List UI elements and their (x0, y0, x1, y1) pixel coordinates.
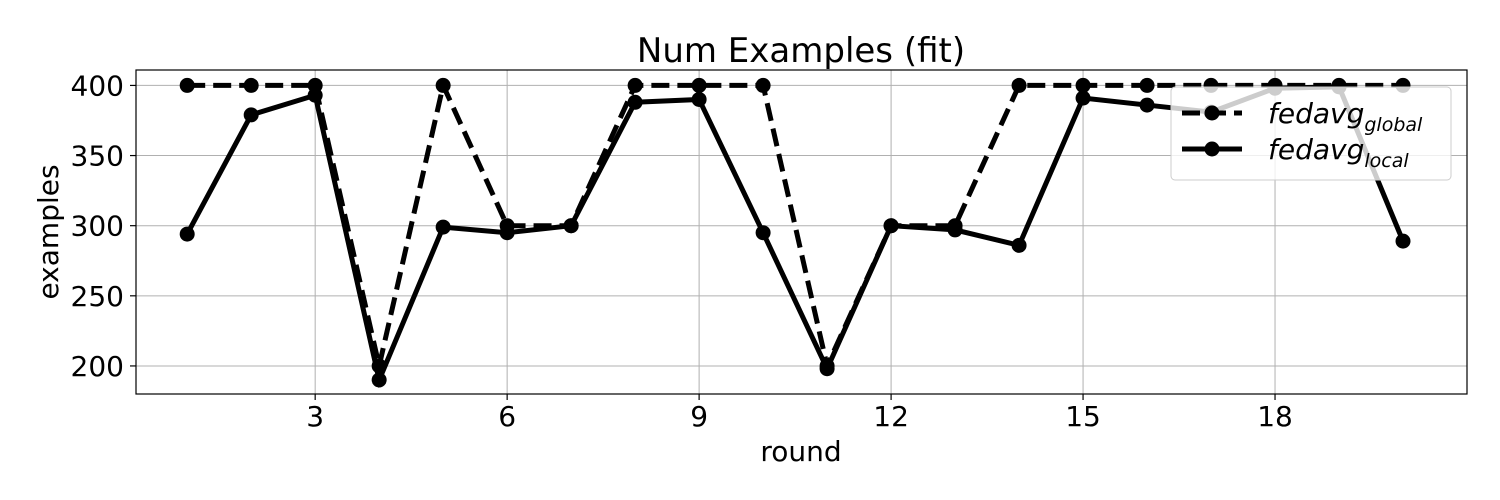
data-point (499, 225, 515, 241)
data-point (1075, 77, 1091, 93)
data-point (627, 77, 643, 93)
legend-entry-local: fedavglocal (1182, 133, 1409, 172)
legend-entry-global: fedavgglobal (1182, 97, 1423, 136)
y-tick-label: 200 (71, 350, 124, 383)
y-axis-ticks: 200 250 300 350 400 (71, 69, 136, 383)
data-point (179, 226, 195, 242)
data-point (1139, 77, 1155, 93)
data-point (563, 218, 579, 234)
data-point (243, 107, 259, 123)
chart-title: Num Examples (fit) (637, 31, 965, 71)
data-point (819, 361, 835, 377)
data-point (755, 77, 771, 93)
data-point (435, 219, 451, 235)
x-tick-label: 9 (690, 400, 708, 433)
data-point (1075, 90, 1091, 106)
y-tick-label: 250 (71, 280, 124, 313)
legend-label: fedavglocal (1268, 133, 1409, 172)
y-axis-label: examples (32, 164, 65, 299)
data-point (755, 225, 771, 241)
data-point (691, 91, 707, 107)
data-point (243, 77, 259, 93)
legend-box (1170, 86, 1452, 181)
legend-marker (1204, 105, 1220, 121)
legend-marker (1204, 141, 1220, 157)
data-point (627, 94, 643, 110)
series-line (187, 77, 1404, 374)
x-tick-label: 12 (873, 400, 909, 433)
y-tick-label: 350 (71, 140, 124, 173)
data-point (1395, 233, 1411, 249)
data-point (947, 222, 963, 238)
data-point (179, 77, 195, 93)
data-point (371, 372, 387, 388)
x-tick-label: 3 (306, 400, 324, 433)
data-point (883, 218, 899, 234)
x-axis-ticks: 3 6 9 12 15 18 (306, 394, 1293, 433)
x-tick-label: 18 (1257, 400, 1293, 433)
data-point (307, 87, 323, 103)
data-point (691, 77, 707, 93)
x-tick-label: 15 (1065, 400, 1101, 433)
data-point (1139, 97, 1155, 113)
y-tick-label: 300 (71, 210, 124, 243)
data-point (1011, 237, 1027, 253)
x-tick-label: 6 (498, 400, 516, 433)
data-point (1011, 77, 1027, 93)
y-tick-label: 400 (71, 69, 124, 102)
x-axis-label: round (760, 435, 841, 468)
data-point (435, 77, 451, 93)
legend-label: fedavgglobal (1268, 97, 1423, 136)
plot-frame (135, 69, 1468, 395)
